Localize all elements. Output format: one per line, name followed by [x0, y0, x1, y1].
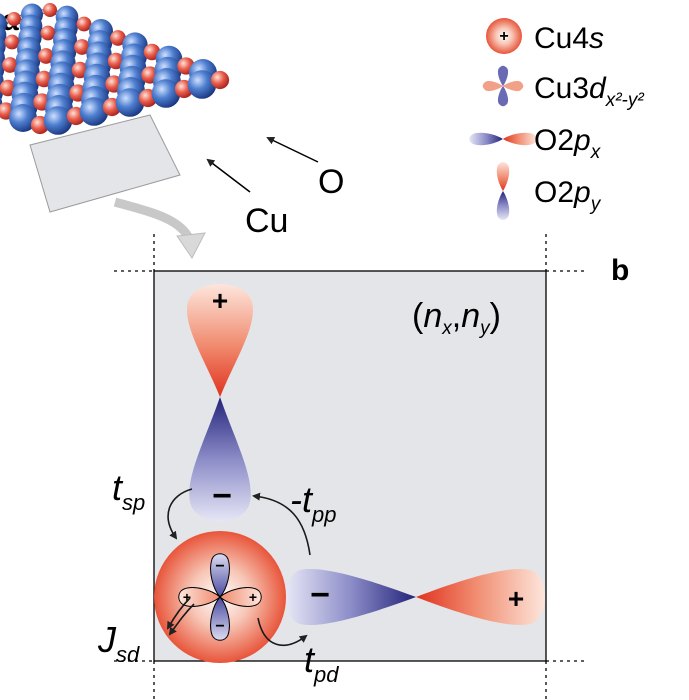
oxygen-atom	[9, 104, 37, 132]
cu-pointer	[206, 158, 251, 193]
copper-atom	[43, 3, 57, 17]
py-minus-sign: −	[212, 477, 232, 515]
copper-atom	[2, 57, 18, 73]
legend-item-cu4s: Cu4s	[534, 22, 604, 55]
copper-atom	[76, 16, 92, 32]
svg-text:+: +	[183, 589, 191, 605]
tpd-label: tpd	[304, 639, 339, 687]
pointer-arrow	[113, 197, 195, 243]
o-label: O	[318, 163, 344, 201]
copper-atom	[74, 39, 90, 55]
panel-label-b: b	[611, 254, 629, 287]
svg-text:+: +	[499, 28, 508, 45]
o2px-orbital: − +	[286, 569, 545, 625]
svg-text:+: +	[249, 589, 257, 605]
copper-atom	[40, 25, 56, 41]
legend-px-orbital-icon	[469, 132, 537, 146]
oxygen-atom	[43, 106, 73, 135]
legend: + Cu4s Cu3dx²-y² O2px O2py	[469, 18, 644, 220]
legend-item-cu3d: Cu3dx²-y²	[534, 72, 644, 111]
legend-py-orbital-icon	[496, 162, 510, 220]
copper-atom	[7, 12, 21, 26]
px-minus-sign: −	[310, 576, 330, 614]
legend-item-o2px: O2px	[534, 124, 602, 163]
plaquette	[29, 114, 181, 213]
svg-text:−: −	[215, 558, 224, 575]
tsp-arrow	[167, 488, 193, 540]
cell-index-label: (nx,ny)	[412, 297, 501, 339]
tpp-label: -tpp	[290, 479, 336, 527]
oxygen-atom	[79, 97, 109, 126]
legend-d-orbital-icon	[482, 65, 524, 107]
cu3d-orbital: + + − −	[178, 553, 262, 641]
oxygen-atom	[151, 79, 181, 108]
jsd-label: Jsd	[97, 619, 140, 667]
hopping-arrows	[167, 488, 311, 646]
px-plus-sign: +	[508, 583, 524, 614]
legend-s-orbital-icon	[486, 18, 522, 54]
jsd-arrow	[168, 603, 195, 636]
cuo2-lattice	[0, 3, 230, 135]
px-plus-lobe	[416, 569, 545, 625]
svg-text:−: −	[215, 618, 224, 635]
tpp-arrow	[252, 492, 311, 556]
cell-extension-lines	[114, 234, 586, 700]
pointer-arrowhead	[176, 232, 206, 259]
py-plus-sign: +	[212, 285, 228, 316]
py-plus-lobe	[187, 284, 253, 397]
oxygen-atom	[115, 88, 145, 117]
cu-label: Cu	[245, 202, 288, 240]
copper-atom	[210, 70, 230, 90]
o-pointer	[266, 136, 319, 163]
copper-atom	[38, 48, 54, 64]
tsp-label: tsp	[112, 467, 145, 515]
oxygen-atom	[187, 70, 217, 99]
copper-atom	[110, 30, 126, 46]
tpd-arrow	[257, 617, 308, 646]
py-minus-lobe	[189, 397, 251, 522]
o2py-orbital: + −	[187, 284, 253, 522]
legend-item-o2py: O2py	[534, 176, 602, 215]
px-minus-lobe	[286, 569, 416, 625]
copper-atom	[4, 34, 20, 50]
